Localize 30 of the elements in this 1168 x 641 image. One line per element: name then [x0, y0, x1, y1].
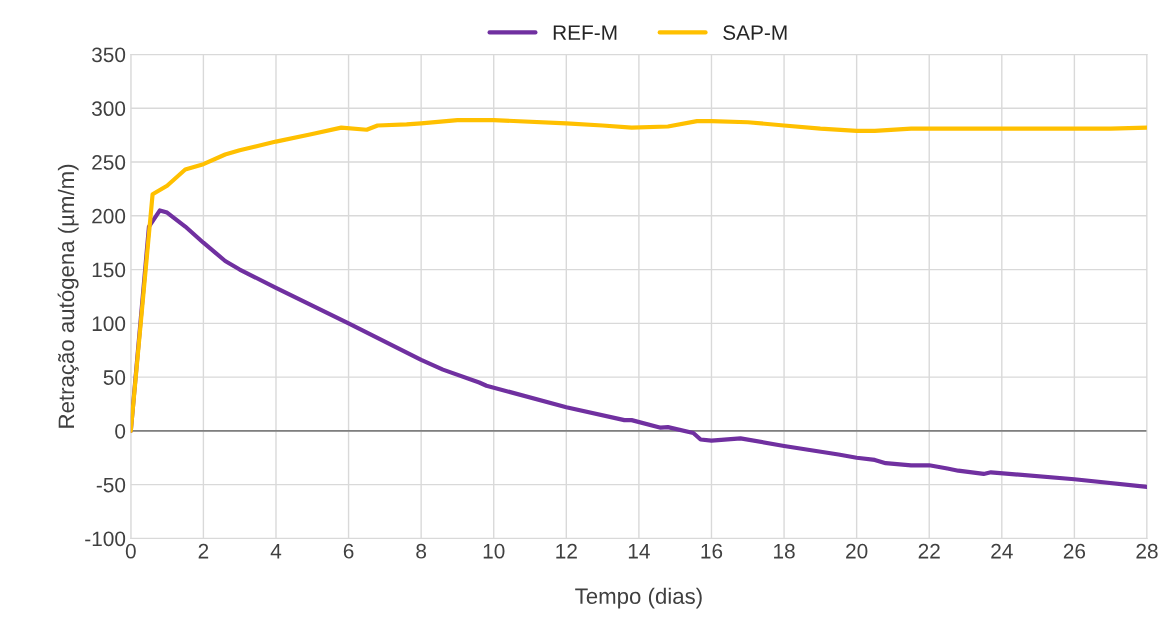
x-tick-label: 24: [991, 543, 1013, 559]
x-tick-label: 12: [556, 543, 577, 559]
x-tick-label: 16: [701, 543, 723, 559]
x-tick-label: 20: [846, 543, 868, 559]
x-tick-label: 6: [343, 543, 354, 559]
y-tick-label: 250: [92, 155, 126, 170]
x-tick-label: 8: [416, 543, 427, 559]
y-axis-title: Retração autógena (µm/m): [57, 164, 79, 428]
x-tick-label: 10: [483, 543, 505, 559]
y-tick-label: 150: [92, 262, 126, 278]
x-tick-label: 26: [1063, 543, 1086, 559]
x-tick-label: 28: [1136, 543, 1158, 559]
y-tick-label: 100: [92, 316, 126, 332]
line-series: [130, 118, 1147, 433]
x-tick-label: 2: [198, 543, 209, 559]
x-tick-label: 18: [774, 543, 795, 559]
x-tick-label: 4: [270, 544, 282, 559]
legend-label: REF-M: [553, 25, 617, 40]
x-tick-label: 14: [628, 544, 650, 559]
y-tick-label: 0: [115, 423, 126, 439]
y-tick-label: 350: [91, 47, 126, 63]
x-tick-label: 0: [125, 543, 136, 559]
x-axis-title: Tempo (dias): [575, 587, 702, 609]
y-tick-label: -100: [85, 531, 126, 547]
x-tick-label: 22: [918, 543, 940, 559]
y-tick-label: 200: [92, 208, 126, 224]
y-tick-label: -50: [96, 477, 126, 493]
y-tick-label: 50: [103, 370, 126, 385]
y-tick-label: 300: [91, 101, 126, 117]
legend-label: SAP-M: [723, 25, 787, 40]
